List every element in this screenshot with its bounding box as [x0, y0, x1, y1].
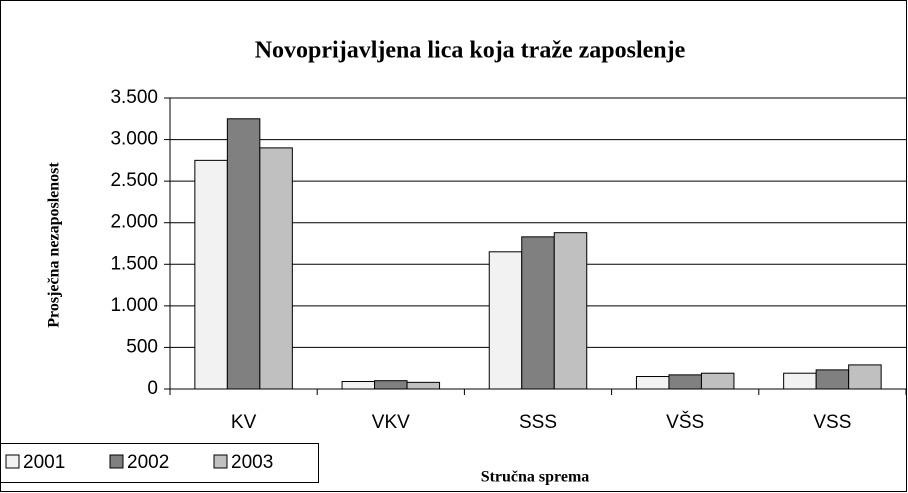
x-tick-label: KV: [231, 412, 257, 433]
bar: [815, 369, 850, 390]
bar: [194, 159, 228, 390]
y-tick-label: 2.500: [110, 170, 158, 191]
bar: [226, 118, 261, 390]
y-tick-label: 1.000: [110, 295, 158, 316]
bar: [848, 364, 882, 390]
bar: [259, 147, 293, 390]
legend-label: 2003: [231, 452, 273, 473]
legend-label: 2002: [127, 452, 169, 473]
bar: [783, 372, 817, 390]
legend-label: 2001: [23, 452, 65, 473]
legend-swatch: [109, 454, 124, 469]
y-tick-label: 1.500: [110, 253, 158, 274]
legend-swatch: [5, 454, 20, 469]
bar: [553, 232, 588, 390]
x-tick-label: SSS: [519, 412, 557, 433]
y-tick-label: 2.000: [110, 212, 158, 233]
bar: [374, 380, 408, 390]
x-tick-label: VKV: [372, 412, 410, 433]
x-tick-label: VŠS: [666, 411, 704, 433]
x-tick-label: VSS: [813, 412, 851, 433]
y-tick-label: 0: [147, 378, 158, 399]
bar: [668, 374, 702, 390]
y-tick-label: 500: [126, 336, 158, 357]
bar: [488, 251, 523, 390]
bar: [521, 236, 555, 390]
legend: [0, 443, 319, 483]
y-axis-title: Prosječna nezaposlenost: [46, 162, 63, 328]
x-axis-title: Stručna sprema: [481, 469, 590, 486]
bar: [406, 381, 441, 390]
bar: [635, 376, 670, 390]
bar: [700, 372, 735, 390]
chart-title: Novoprijavljena lica koja traže zaposlen…: [255, 38, 686, 64]
y-tick-label: 3.500: [110, 87, 158, 108]
legend-swatch: [213, 454, 228, 469]
bar: [341, 381, 376, 390]
y-tick-label: 3.000: [110, 129, 158, 150]
